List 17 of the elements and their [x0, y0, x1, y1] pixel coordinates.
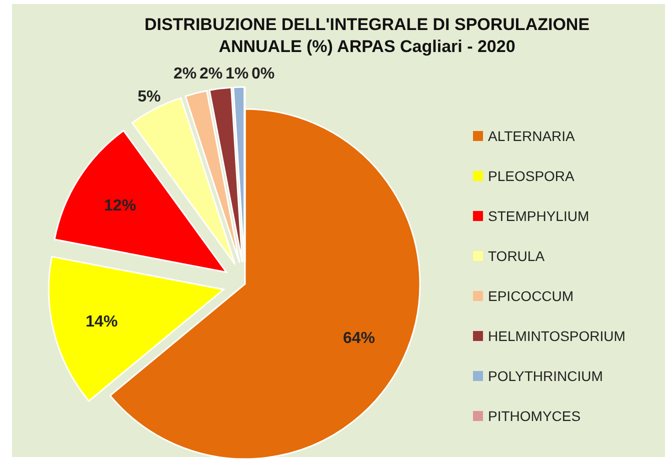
legend-label: PLEOSPORA — [488, 168, 576, 184]
data-label: 12% — [104, 197, 136, 214]
legend-label: HELMINTOSPORIUM — [488, 328, 626, 344]
data-label: 1% — [225, 66, 249, 83]
legend-label: POLYTHRINCIUM — [488, 368, 603, 384]
legend-label: PITHOMYCES — [488, 408, 581, 424]
data-label: 14% — [86, 313, 118, 330]
legend-label: STEMPHYLIUM — [488, 208, 590, 224]
text: 0% — [251, 66, 275, 83]
data-label: 64% — [342, 330, 376, 348]
data-label: 5% — [138, 88, 161, 106]
legend-label: EPICOCCUM — [488, 288, 574, 304]
chart-title: DISTRIBUZIONE DELL'INTEGRALE DI SPORULAZIONE ANNUALE (%) ARPAS Cagliari - 2020 — [144, 15, 590, 56]
data-label: 2% — [173, 66, 197, 83]
legend-label: ALTERNARIA — [488, 128, 576, 144]
legend-label: TORULA — [488, 248, 546, 264]
data-label: 2% — [199, 66, 223, 83]
